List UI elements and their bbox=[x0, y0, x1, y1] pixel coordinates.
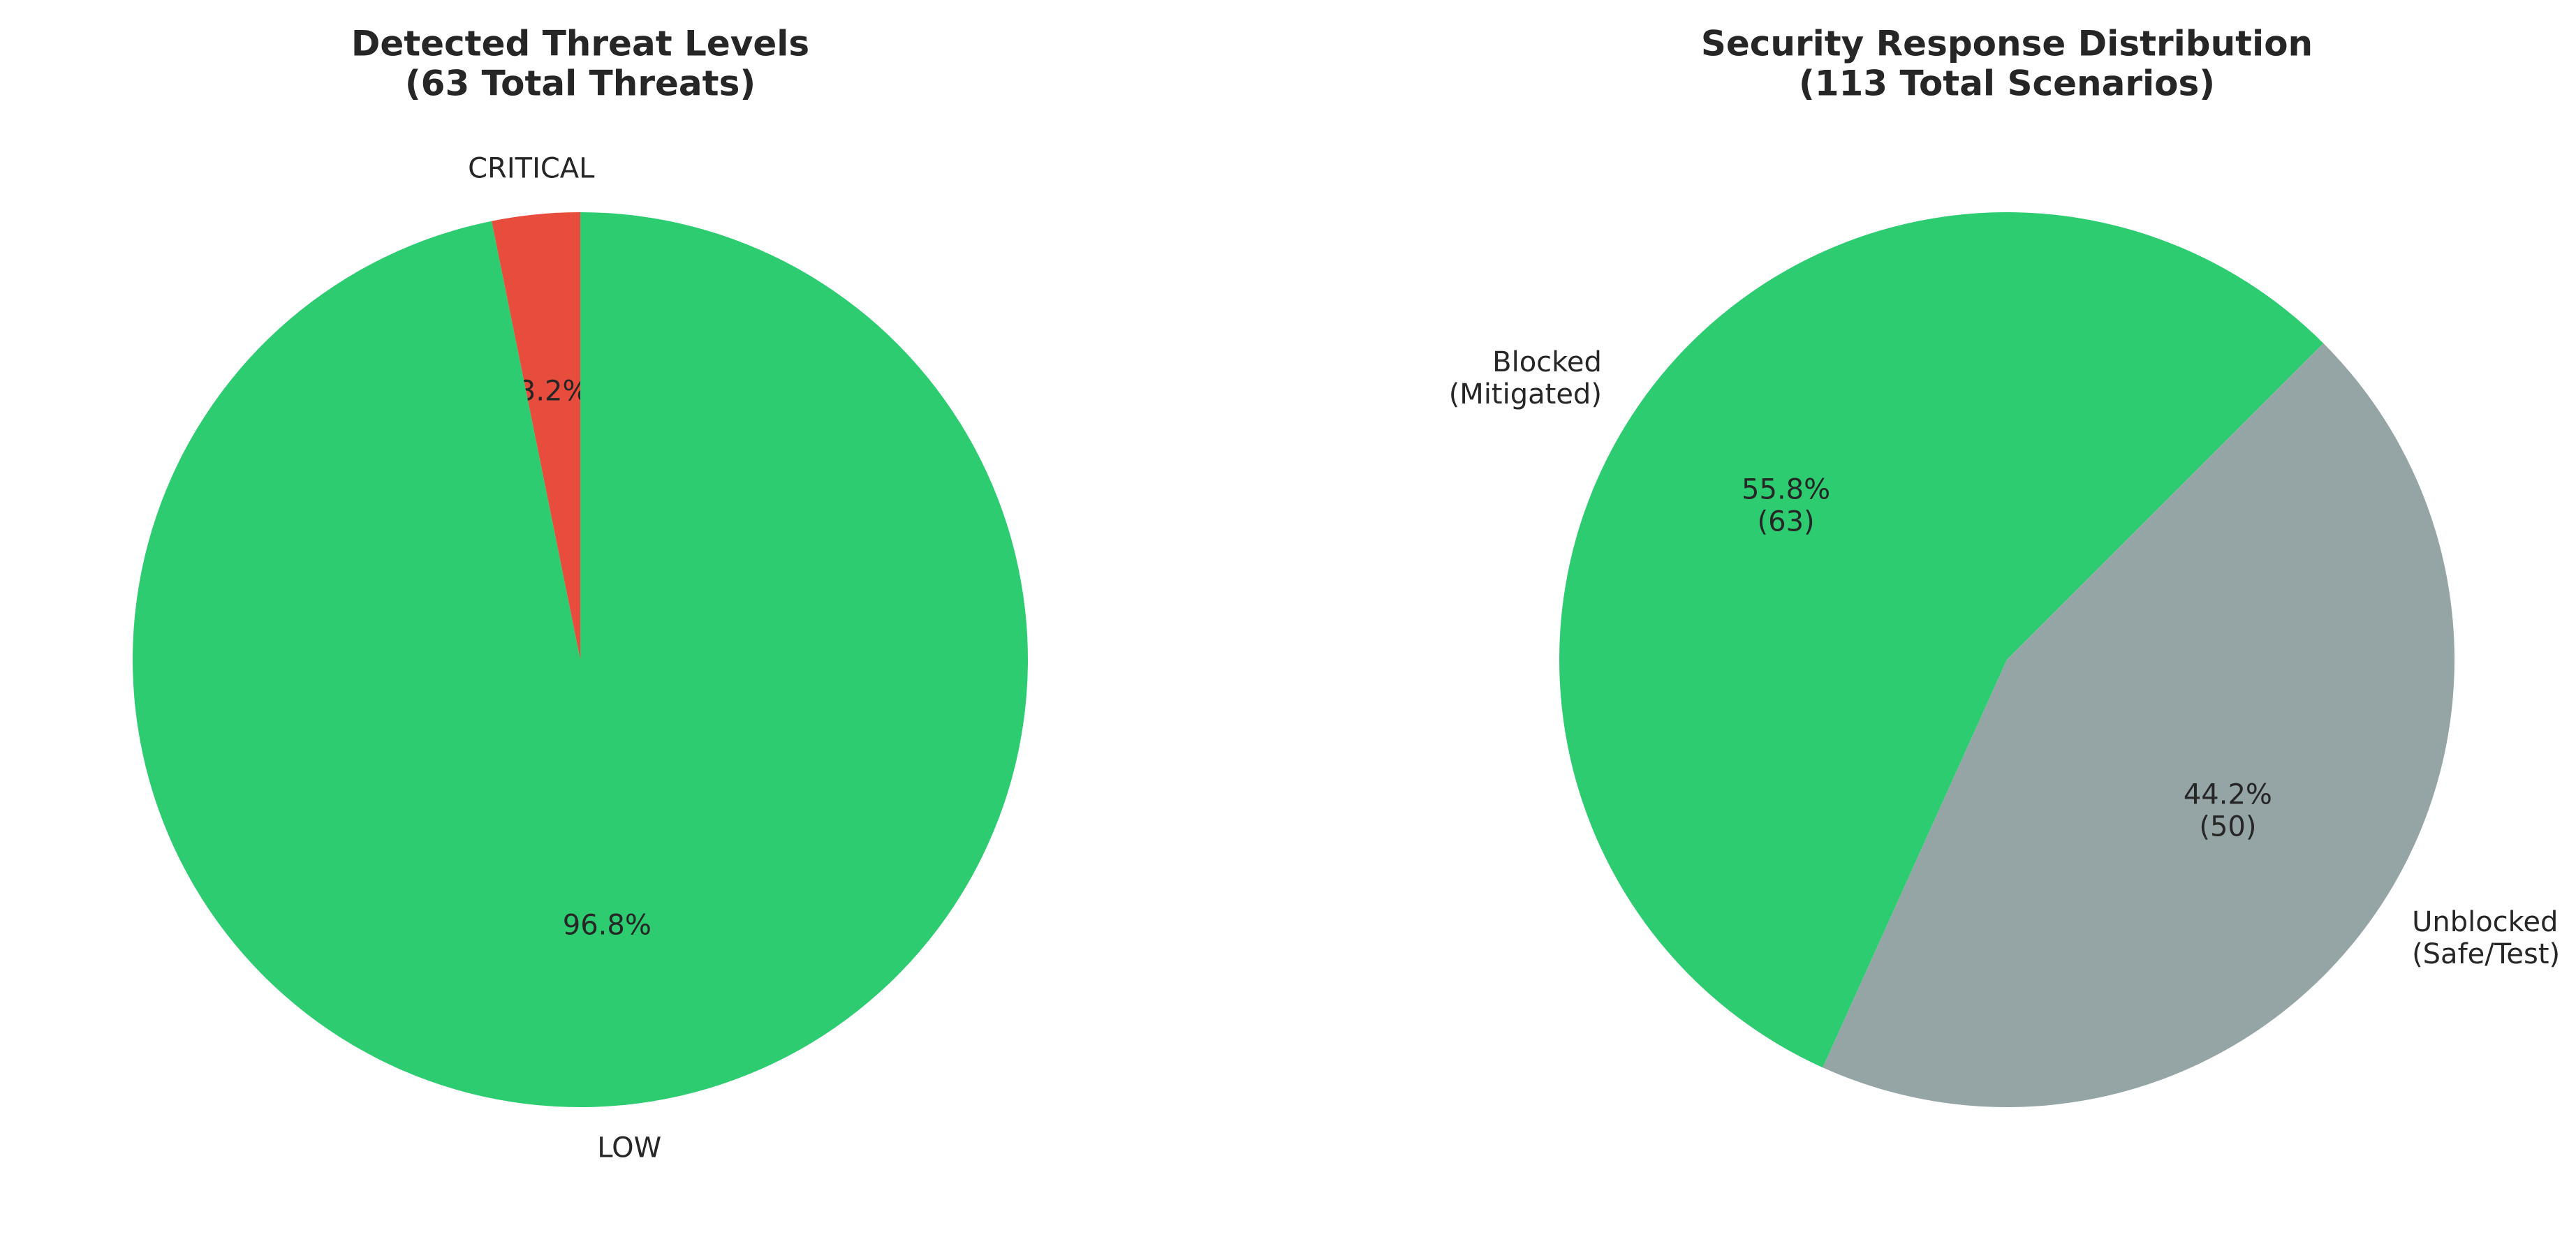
percent-label-blocked-line-0: 55.8% bbox=[1742, 473, 1830, 505]
percent-label-unblocked-line-0: 44.2% bbox=[2184, 779, 2272, 811]
percent-label-low: 96.8% bbox=[563, 910, 652, 942]
pie-slice-low bbox=[133, 212, 1029, 1107]
threat-levels-pie-chart: Detected Threat Levels (63 Total Threats)… bbox=[133, 24, 1029, 1164]
security-response-pie-chart: Security Response Distribution (113 Total… bbox=[1449, 24, 2560, 1107]
slice-label-critical: CRITICAL bbox=[468, 152, 595, 184]
slice-label-low: LOW bbox=[597, 1132, 661, 1164]
percent-label-blocked-line-1: (63) bbox=[1758, 505, 1815, 538]
chart-title-line-1: (113 Total Scenarios) bbox=[1799, 64, 2215, 104]
slice-label-critical-line-0: CRITICAL bbox=[468, 152, 595, 184]
slice-label-blocked-line-1: (Mitigated) bbox=[1449, 378, 1602, 410]
percent-label-blocked: 55.8% (63) bbox=[1742, 473, 1830, 538]
chart-title-line-0: Detected Threat Levels bbox=[351, 24, 809, 64]
slice-label-unblocked-line-0: Unblocked bbox=[2412, 906, 2558, 938]
pie-slice-blocked bbox=[1559, 212, 2324, 1068]
chart-title: Security Response Distribution (113 Total… bbox=[1701, 24, 2313, 104]
percent-label-critical-line-0: 3.2% bbox=[518, 375, 589, 407]
percent-label-unblocked: 44.2% (50) bbox=[2184, 779, 2272, 843]
chart-title-line-0: Security Response Distribution bbox=[1701, 24, 2313, 64]
percent-label-unblocked-line-1: (50) bbox=[2199, 811, 2256, 843]
slice-label-unblocked-line-1: (Safe/Test) bbox=[2412, 938, 2560, 970]
pie-slice-critical bbox=[491, 212, 580, 660]
slice-label-low-line-0: LOW bbox=[597, 1132, 661, 1164]
percent-label-critical: 3.2% bbox=[518, 375, 589, 407]
slice-label-blocked-line-0: Blocked bbox=[1492, 346, 1602, 378]
chart-title-line-1: (63 Total Threats) bbox=[405, 64, 756, 104]
slice-label-blocked: Blocked (Mitigated) bbox=[1449, 346, 1602, 410]
chart-title: Detected Threat Levels (63 Total Threats) bbox=[351, 24, 809, 104]
pie-slice-unblocked bbox=[1823, 343, 2454, 1107]
percent-label-low-line-0: 96.8% bbox=[563, 910, 652, 942]
slice-label-unblocked: Unblocked (Safe/Test) bbox=[2412, 906, 2560, 970]
